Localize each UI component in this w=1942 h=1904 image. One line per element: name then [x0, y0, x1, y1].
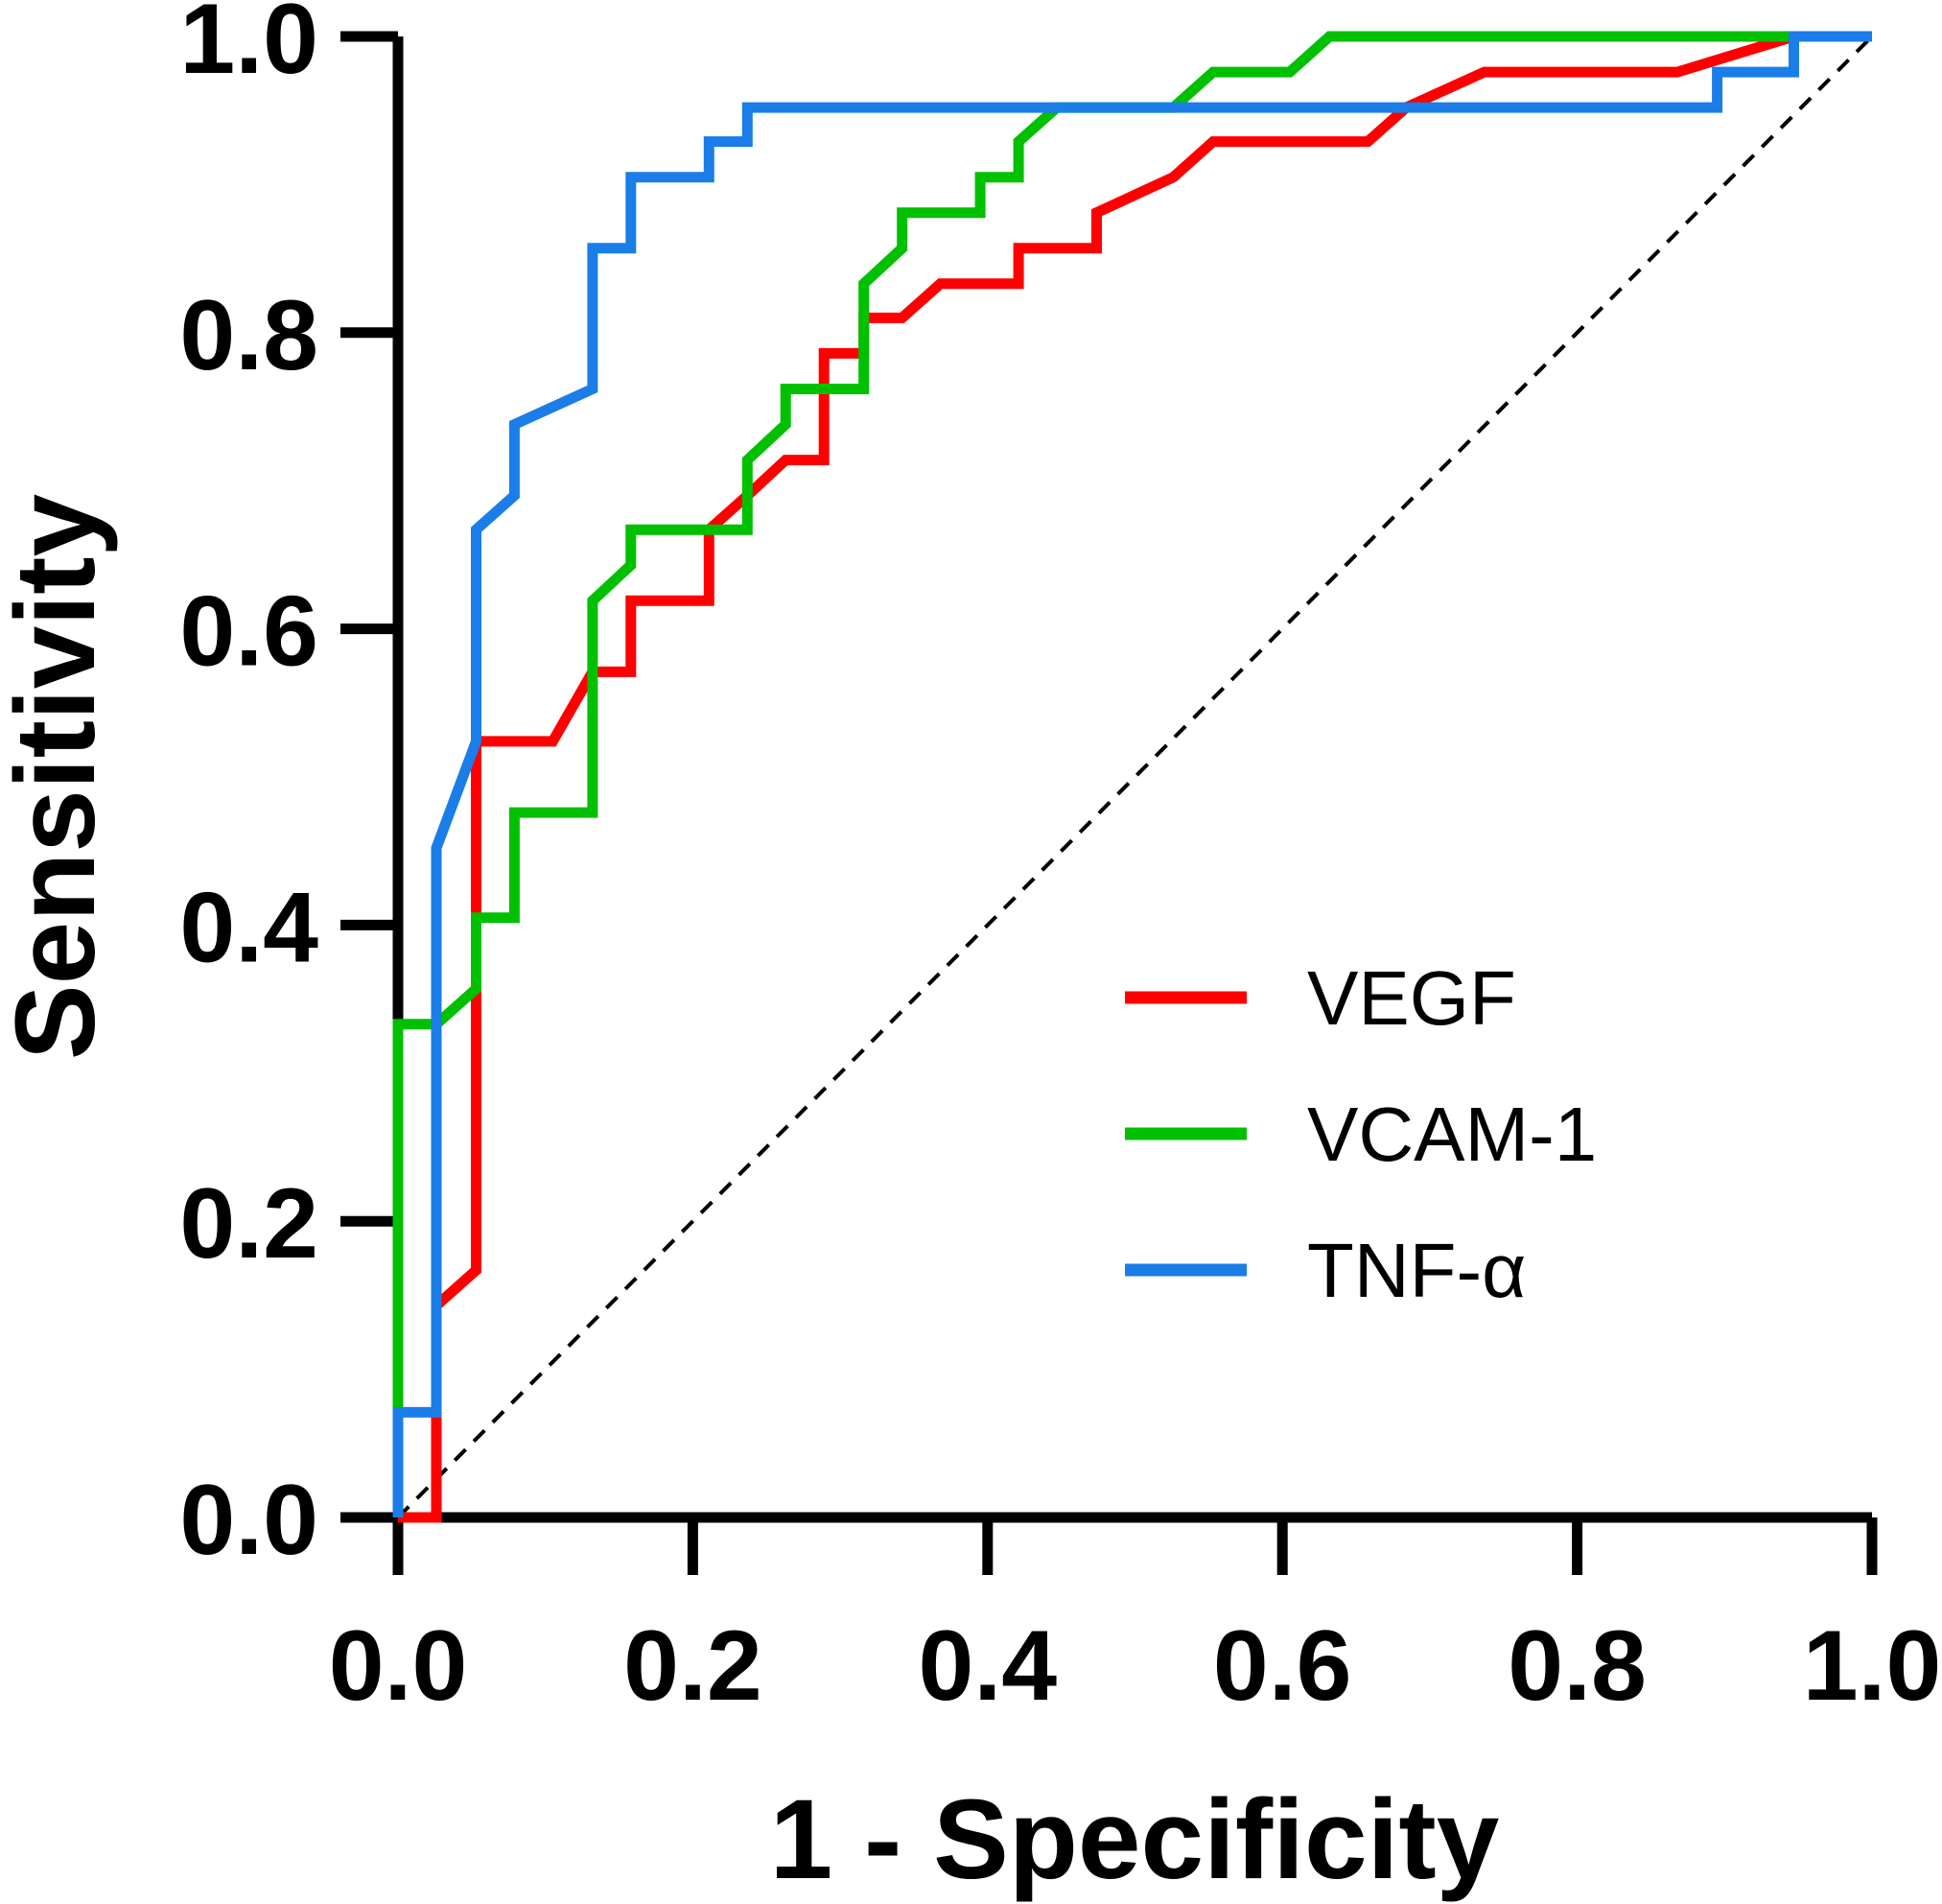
x-ticks: 0.0 0.2 0.4 0.6 0.8 1.0 [329, 1517, 1942, 1722]
x-tick-label: 0.4 [919, 1610, 1058, 1722]
x-tick-label: 1.0 [1803, 1610, 1942, 1722]
x-tick-label: 0.6 [1213, 1610, 1352, 1722]
y-tick-label: 1.0 [179, 0, 318, 95]
legend-label-vcam-1: VCAM-1 [1307, 1092, 1597, 1177]
y-tick-label: 0.4 [179, 872, 318, 983]
series-layer [392, 31, 1872, 1523]
legend-label-tnf: TNF-α [1307, 1228, 1526, 1313]
y-tick-label: 0.8 [179, 280, 318, 391]
x-tick-label: 0.2 [623, 1610, 762, 1722]
reference-line [396, 35, 1874, 1519]
y-tick-label: 0.6 [179, 576, 318, 688]
y-tick-label: 0.2 [179, 1168, 318, 1280]
x-tick-label: 0.0 [329, 1610, 468, 1722]
y-ticks: 0.0 0.2 0.4 0.6 0.8 1.0 [179, 0, 398, 1576]
legend-label-vegf: VEGF [1307, 955, 1516, 1041]
series-line-tnf [392, 31, 1872, 1517]
y-axis-title: Sensitivity [0, 494, 119, 1060]
y-tick-label: 0.0 [179, 1465, 318, 1576]
x-axis-title: 1 - Specificity [770, 1776, 1500, 1903]
legend: VEGF VCAM-1 TNF-α [1125, 955, 1597, 1313]
x-tick-label: 0.8 [1508, 1610, 1647, 1722]
